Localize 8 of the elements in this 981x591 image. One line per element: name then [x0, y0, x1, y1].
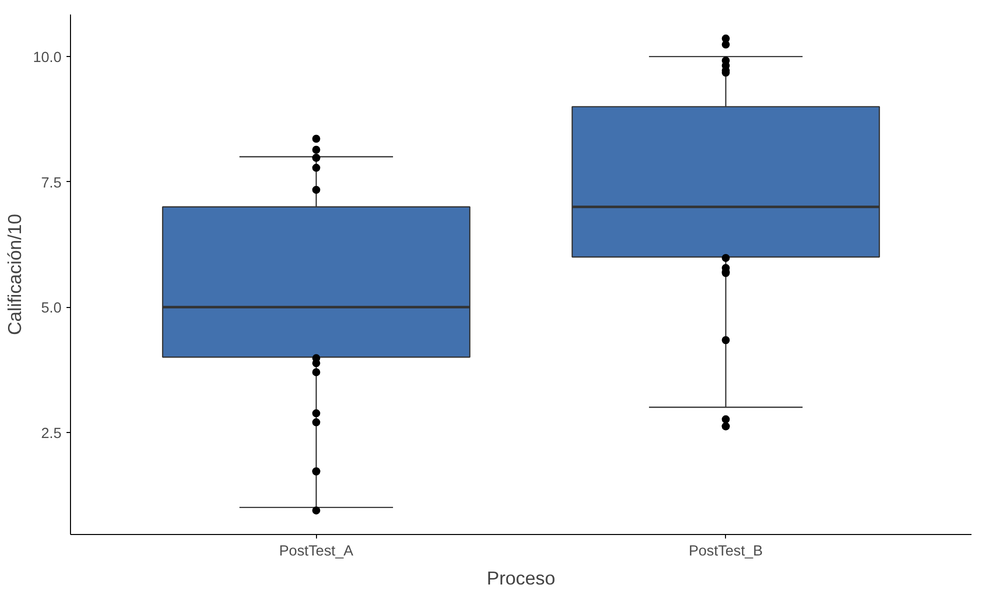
y-tick-label: 2.5: [41, 426, 62, 442]
x-axis-title: Proceso: [486, 568, 556, 588]
y-tick-label: 5.0: [41, 300, 62, 317]
x-tick-label: PostTest_B: [688, 544, 763, 560]
x-tick-label: PostTest_A: [279, 544, 354, 560]
y-tick-label: 10.0: [32, 50, 62, 66]
y-axis-title: Calificación/10: [4, 214, 25, 336]
y-tick-label: 7.5: [41, 175, 62, 192]
